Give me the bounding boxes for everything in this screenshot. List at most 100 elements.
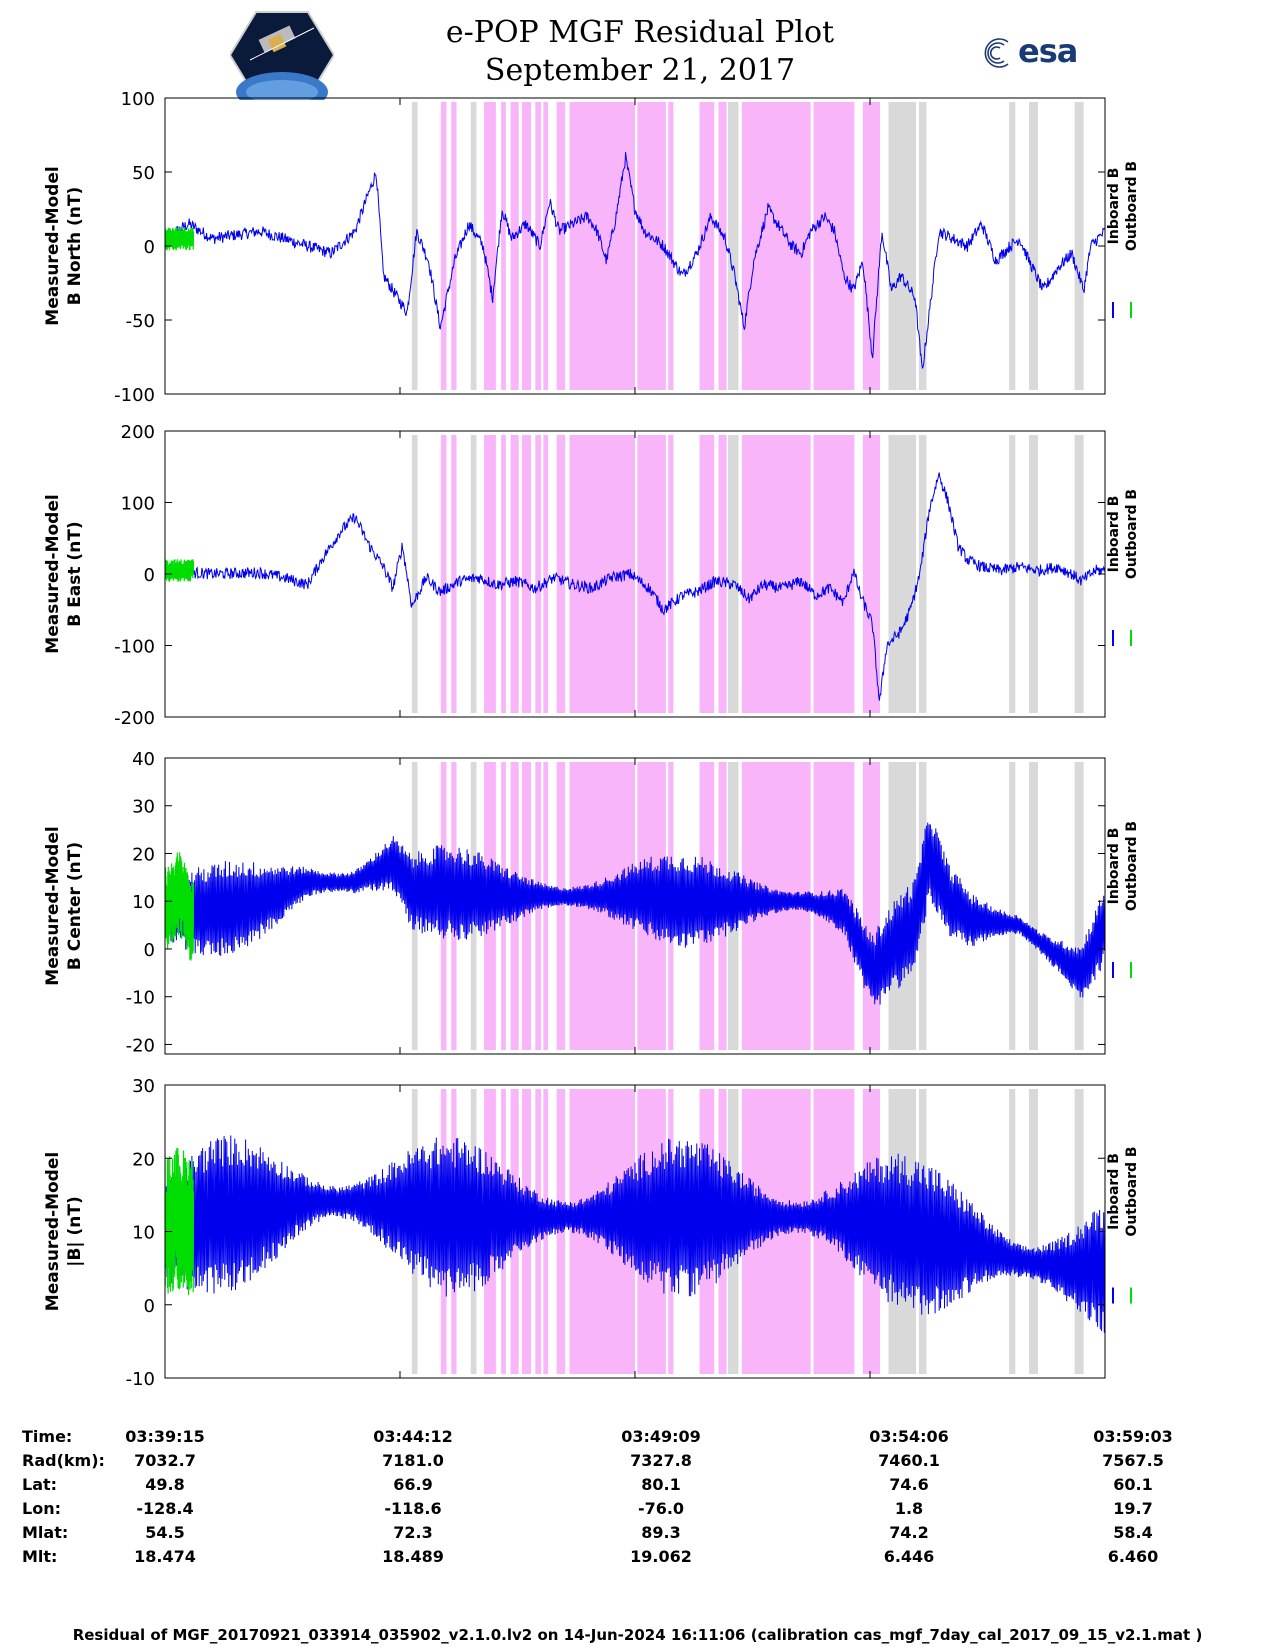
shaded-interval: [637, 435, 666, 713]
row-label-radius: Rad(km):: [22, 1451, 105, 1470]
shaded-interval: [556, 762, 566, 1050]
shaded-interval: [699, 102, 715, 390]
esa-logo-text: esa: [1018, 32, 1078, 70]
shaded-interval: [1029, 102, 1039, 390]
y-tick-label: -10: [126, 988, 155, 1009]
chart-title: e-POP MGF Residual Plot September 21, 20…: [380, 14, 900, 90]
cell-mlt: 18.489: [382, 1547, 444, 1566]
shaded-interval: [862, 762, 880, 1050]
y-axis-label-line2: B East (nT): [65, 521, 85, 626]
shaded-interval: [1029, 1089, 1039, 1374]
title-line-1: e-POP MGF Residual Plot: [445, 15, 835, 50]
cell-mlat: 74.2: [889, 1523, 929, 1542]
shaded-interval: [728, 435, 739, 713]
legend-outboard-label: Outboard B: [1124, 161, 1140, 251]
cell-time: 03:49:09: [621, 1427, 701, 1446]
row-label-lat: Lat:: [22, 1475, 58, 1494]
y-tick-label: 40: [132, 749, 155, 770]
legend-outboard-label: Outboard B: [1124, 489, 1140, 579]
shaded-interval: [1009, 762, 1016, 1050]
cell-mlt: 18.474: [134, 1547, 196, 1566]
footer-caption: Residual of MGF_20170921_033914_035902_v…: [72, 1626, 1203, 1644]
row-label-lon: Lon:: [22, 1499, 61, 1518]
shaded-interval: [1074, 762, 1084, 1050]
shaded-interval: [1074, 1089, 1084, 1374]
shaded-interval: [522, 102, 532, 390]
y-tick-label: 20: [132, 1149, 155, 1170]
shaded-interval: [522, 435, 532, 713]
cell-radius: 7327.8: [630, 1451, 692, 1470]
shaded-interval: [813, 102, 855, 390]
y-tick-label: 100: [121, 89, 155, 110]
y-axis-label-line2: B Center (nT): [65, 842, 85, 970]
shaded-interval: [484, 435, 496, 713]
shaded-interval: [543, 762, 549, 1050]
shaded-interval: [718, 435, 727, 713]
y-axis-label: Measured-Model |B| (nT): [43, 1152, 85, 1311]
shaded-interval: [668, 102, 674, 390]
shaded-interval: [440, 102, 447, 390]
legend-outboard-label: Outboard B: [1124, 821, 1140, 911]
panel-2: 200 100 0 -100 -200 Measured-Model B East (nT)…: [43, 422, 1140, 729]
cell-time: 03:39:15: [125, 1427, 205, 1446]
cell-mlat: 58.4: [1113, 1523, 1153, 1542]
shaded-interval: [862, 102, 880, 390]
shaded-interval: [918, 102, 927, 390]
y-tick-label: 0: [144, 1296, 155, 1317]
cell-time: 03:54:06: [869, 1427, 949, 1446]
shaded-interval: [543, 435, 549, 713]
y-tick-label: 100: [121, 494, 155, 515]
shaded-interval: [741, 435, 811, 713]
y-axis-label-line1: Measured-Model: [43, 494, 63, 653]
shaded-interval: [510, 435, 519, 713]
shaded-interval: [501, 102, 506, 390]
shaded-interval: [741, 102, 811, 390]
y-axis-label: Measured-Model B East (nT): [43, 494, 85, 653]
cell-radius: 7567.5: [1102, 1451, 1164, 1470]
cell-mlat: 72.3: [393, 1523, 433, 1542]
shaded-interval: [1074, 102, 1084, 390]
row-label-time: Time:: [22, 1427, 73, 1446]
shaded-interval: [1074, 435, 1084, 713]
panel-4: 30 20 10 0 -10 Measured-Model |B| (nT) Inboard …: [43, 1076, 1140, 1390]
cell-time: 03:59:03: [1093, 1427, 1173, 1446]
y-tick-label: -200: [114, 708, 155, 729]
y-tick-label: 30: [132, 1076, 155, 1097]
cell-lat: 80.1: [641, 1475, 681, 1494]
shaded-interval: [862, 435, 880, 713]
shaded-interval: [535, 435, 541, 713]
title-line-2: September 21, 2017: [484, 53, 796, 88]
cell-lon: -76.0: [637, 1499, 685, 1518]
cell-lon: 1.8: [894, 1499, 924, 1518]
shaded-interval: [888, 102, 917, 390]
cell-lon: -128.4: [136, 1499, 194, 1518]
shaded-interval: [440, 435, 447, 713]
y-tick-label: 50: [132, 163, 155, 184]
cell-mlat: 54.5: [145, 1523, 185, 1542]
cell-radius: 7181.0: [382, 1451, 444, 1470]
shaded-interval: [510, 102, 519, 390]
panel-1: 100 50 0 -50 -100 Measured-Model B North (nT) I…: [43, 89, 1140, 406]
y-tick-label: -20: [126, 1035, 155, 1056]
shaded-interval: [470, 102, 477, 390]
shaded-interval: [543, 102, 549, 390]
shaded-interval: [451, 435, 457, 713]
legend-inboard-label: Inboard B: [1106, 1153, 1122, 1230]
shaded-interval: [1009, 1089, 1016, 1374]
outboard-trace: [165, 227, 195, 251]
legend: Inboard B Outboard B: [1106, 821, 1140, 911]
y-tick-label: 0: [144, 940, 155, 961]
cell-lon: 19.7: [1113, 1499, 1153, 1518]
y-tick-label: 0: [144, 237, 155, 258]
shaded-interval: [1009, 435, 1016, 713]
outboard-trace: [165, 559, 195, 582]
cell-lat: 49.8: [145, 1475, 185, 1494]
legend: Inboard B Outboard B: [1106, 489, 1140, 579]
inboard-trace: [165, 472, 1105, 701]
cell-lon: -118.6: [384, 1499, 442, 1518]
y-tick-label: -100: [114, 637, 155, 658]
cell-time: 03:44:12: [373, 1427, 453, 1446]
y-axis-label-line2: B North (nT): [65, 187, 85, 306]
shaded-interval: [484, 102, 496, 390]
legend-inboard-label: Inboard B: [1106, 168, 1122, 245]
